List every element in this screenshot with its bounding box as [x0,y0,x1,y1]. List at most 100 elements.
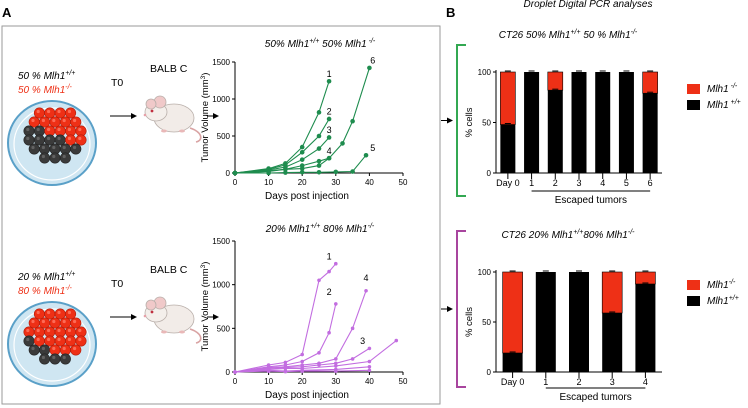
cell-highlight [52,118,56,123]
mouse-illustration [143,296,202,344]
cell-highlight [36,109,40,114]
mouse-nose [143,113,147,117]
arrow-dish-to-mouse-head [131,314,137,320]
y-tick-label: 0 [487,169,492,178]
legend-swatch-wt [687,100,700,110]
y-tick-label: 1000 [212,281,230,290]
data-point [367,65,372,71]
cell-black [49,353,61,365]
cell-red [75,335,87,347]
cell-highlight [47,328,51,333]
data-point [364,288,368,293]
experiment-1: 50 % Mlh1+/+ 50 % Mlh1-/- T0 BALB C [7,63,219,186]
cell-highlight [67,328,71,333]
bar-segment-wt [569,272,589,372]
line-chart-2: 20% Mlh1+/+ 80% Mlh1-/-0 10 20 30 40 50050010… [200,223,408,401]
data-point [300,369,305,373]
cell-highlight [57,136,61,141]
mouse-nose [143,314,147,318]
data-point [283,366,288,371]
bar-segment-wt [635,284,656,372]
link-arrow-head [447,306,453,312]
cell-highlight [73,118,77,123]
y-tick-label: 500 [217,132,231,141]
legend-swatch-wt [687,296,700,306]
y-tick-label: 50 [482,318,491,327]
y-tick-label: 100 [478,68,492,77]
mouse-foot [161,129,167,133]
x-tick-label: 10 [264,377,273,386]
cell-highlight [47,127,51,132]
data-point [327,269,331,274]
cell-highlight [62,346,66,351]
cell-red [49,317,61,329]
cell-black [70,143,82,155]
mouse-foot [179,330,185,334]
bar-segment-wt [602,313,623,372]
data-point [327,330,331,335]
y-tick-label: 1500 [212,237,230,246]
escaped-tumors-label: Escaped tumors [555,195,627,206]
series-label-6: 6 [370,55,375,65]
data-point [326,78,332,84]
cell-highlight [47,109,51,114]
cell-highlight [52,145,56,150]
category-label: 1 [543,377,548,387]
cell-red [28,317,40,329]
y-tick-label: 0 [487,368,492,377]
timepoint-label: T0 [111,278,123,290]
cell-red [39,116,51,128]
cell-highlight [52,355,56,360]
bar-segment-ko [601,271,623,314]
series-line-6 [234,67,370,174]
legend-label-ko: Mlh1-/- [707,279,736,291]
chart-title: 20% Mlh1+/+ 80% Mlh1-/- [265,223,375,235]
cell-black [28,143,40,155]
bar-segment-wt [502,353,523,372]
legend-label-wt: Mlh1 +/+ [707,99,741,111]
x-tick-label: 40 [365,178,374,187]
x-tick-label: 30 [331,377,340,386]
cell-highlight [62,319,66,324]
cell-highlight [47,136,51,141]
data-point [283,369,288,374]
data-point [316,169,322,175]
bar-segment-ko [642,71,658,94]
data-point [283,170,288,175]
cell-highlight [78,136,82,141]
cell-red [49,116,61,128]
arrow-mouse-to-chart-head [213,314,219,320]
data-point [363,152,369,158]
cell-highlight [36,337,40,342]
legend-label-wt: Mlh1+/+ [707,295,739,307]
y-tick-label: 500 [217,324,231,333]
cell-black [39,152,51,164]
cell-red [28,116,40,128]
series-line-extra-5 [234,366,370,373]
series-line-4 [234,290,367,373]
category-label: 3 [610,377,615,387]
series-line-3 [234,347,370,373]
category-label: Day 0 [501,377,525,387]
x-tick-label: 50 [399,377,408,386]
x-tick-label: 0 [233,178,238,187]
cell-black [54,134,66,146]
mouse-eye [150,310,154,314]
mix-label-ko: 50 % Mlh1-/- [18,84,73,96]
chart-title: CT26 50% Mlh1+/+ 50 % Mlh1-/- [499,29,638,41]
category-label: 3 [576,178,581,188]
ddpcr-header: Droplet Digital PCR analyses [524,0,653,10]
bar-segment-wt [595,72,611,173]
data-point [299,149,305,155]
cell-highlight [47,310,51,315]
chart-title: CT26 20% Mlh1+/+80% Mlh1-/- [502,229,636,241]
data-point [326,155,332,161]
link-arrow-head [447,117,453,124]
mouse-eye [150,109,154,113]
cell-red [44,335,56,347]
cell-black [23,335,35,347]
cell-highlight [41,355,46,360]
cell-highlight [78,328,82,333]
data-point [283,167,288,172]
mix-label-wt: 20 % Mlh1+/+ [17,271,75,283]
